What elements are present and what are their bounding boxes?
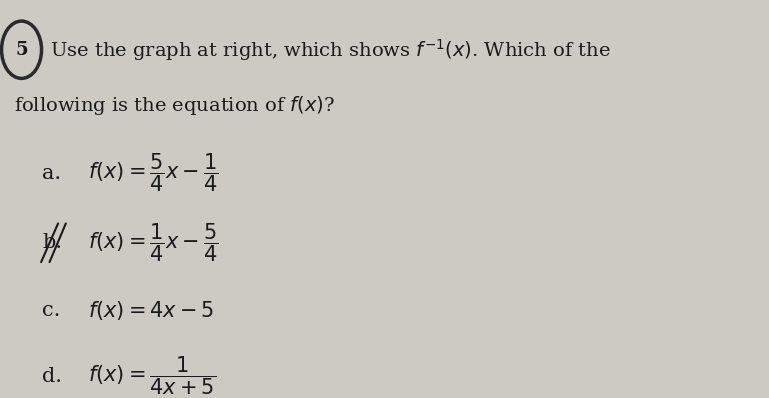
Text: c.: c.	[42, 301, 61, 320]
Text: $f(x) = \dfrac{1}{4}x - \dfrac{5}{4}$: $f(x) = \dfrac{1}{4}x - \dfrac{5}{4}$	[88, 222, 219, 264]
Text: following is the equation of $f(x)$?: following is the equation of $f(x)$?	[14, 94, 335, 117]
Text: b.: b.	[42, 233, 62, 252]
Text: a.: a.	[42, 164, 62, 183]
Text: $f(x) = \dfrac{5}{4}x - \dfrac{1}{4}$: $f(x) = \dfrac{5}{4}x - \dfrac{1}{4}$	[88, 152, 219, 194]
Text: $f(x) = 4x - 5$: $f(x) = 4x - 5$	[88, 299, 215, 322]
Text: 5: 5	[15, 41, 28, 59]
Text: $f(x) = \dfrac{1}{4x+5}$: $f(x) = \dfrac{1}{4x+5}$	[88, 355, 217, 397]
Text: d.: d.	[42, 367, 62, 386]
Text: Use the graph at right, which shows $f^{-1}(x)$. Which of the: Use the graph at right, which shows $f^{…	[50, 37, 611, 63]
